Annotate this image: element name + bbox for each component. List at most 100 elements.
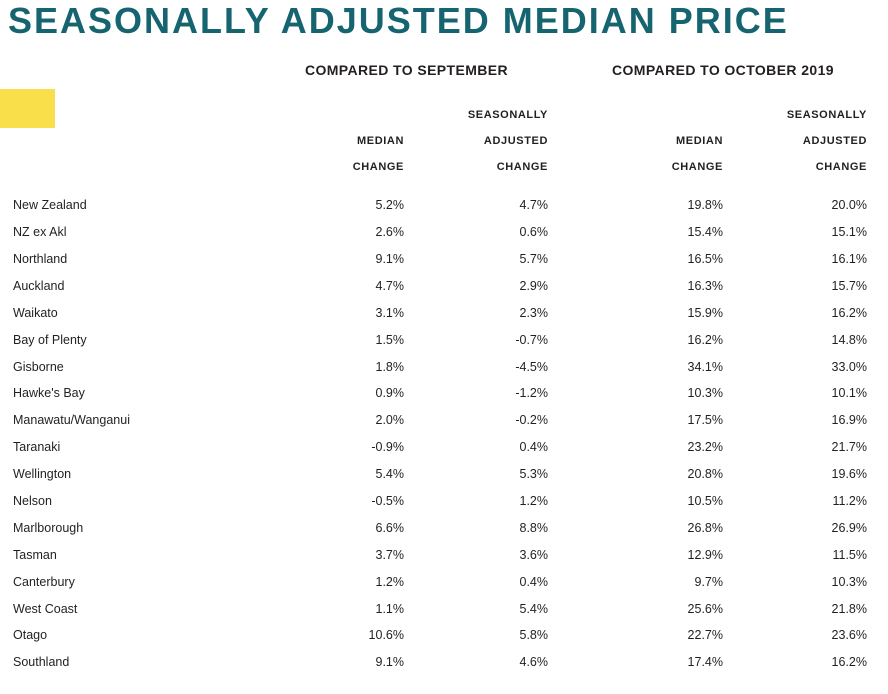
value-cell: 0.4% bbox=[519, 440, 549, 455]
region-label: Nelson bbox=[13, 493, 52, 508]
value-cell: 3.7% bbox=[375, 547, 405, 562]
table-row: Gisborne 1.8% -4.5% 34.1% 33.0% bbox=[13, 353, 880, 380]
column-header-seasonally-adjusted-change-oct: SEASONALLY ADJUSTED CHANGE bbox=[786, 109, 867, 173]
table-row: New Zealand 5.2% 4.7% 19.8% 20.0% bbox=[13, 192, 880, 219]
value-cell: 19.6% bbox=[831, 467, 867, 482]
value-cell: 16.2% bbox=[831, 655, 867, 670]
value-cell: 17.5% bbox=[687, 413, 723, 428]
value-cell: 10.5% bbox=[687, 493, 723, 508]
region-label: Manawatu/Wanganui bbox=[13, 413, 130, 428]
region-label: New Zealand bbox=[13, 198, 87, 213]
region-label: Wellington bbox=[13, 467, 72, 482]
region-label: Marlborough bbox=[13, 520, 84, 535]
value-cell: 2.6% bbox=[375, 225, 405, 240]
table-row: NZ ex Akl 2.6% 0.6% 15.4% 15.1% bbox=[13, 219, 880, 246]
region-label: Tasman bbox=[13, 547, 57, 562]
value-cell: 16.3% bbox=[687, 278, 723, 293]
value-cell: 20.8% bbox=[687, 467, 723, 482]
table-body: New Zealand 5.2% 4.7% 19.8% 20.0% NZ ex Akl 2.… bbox=[13, 192, 880, 676]
column-header-median-change-sept: MEDIAN CHANGE bbox=[352, 135, 404, 173]
table-row: Nelson -0.5% 1.2% 10.5% 11.2% bbox=[13, 488, 880, 515]
table-row: Waikato 3.1% 2.3% 15.9% 16.2% bbox=[13, 300, 880, 327]
value-cell: 2.9% bbox=[519, 278, 549, 293]
value-cell: -0.7% bbox=[515, 332, 548, 347]
value-cell: 3.6% bbox=[519, 547, 549, 562]
table-row: Manawatu/Wanganui 2.0% -0.2% 17.5% 16.9% bbox=[13, 407, 880, 434]
value-cell: -0.5% bbox=[371, 493, 404, 508]
value-cell: 10.3% bbox=[687, 386, 723, 401]
value-cell: -4.5% bbox=[515, 359, 548, 374]
table-row: Hawke's Bay 0.9% -1.2% 10.3% 10.1% bbox=[13, 380, 880, 407]
value-cell: 1.1% bbox=[375, 601, 405, 616]
region-label: Taranaki bbox=[13, 440, 61, 455]
value-cell: 0.6% bbox=[519, 225, 549, 240]
median-price-table: COMPARED TO SEPTEMBER COMPARED TO OCTOBE… bbox=[13, 58, 880, 676]
table-row: Bay of Plenty 1.5% -0.7% 16.2% 14.8% bbox=[13, 326, 880, 353]
value-cell: 16.2% bbox=[687, 332, 723, 347]
table-row: Wellington 5.4% 5.3% 20.8% 19.6% bbox=[13, 461, 880, 488]
value-cell: 2.0% bbox=[375, 413, 405, 428]
value-cell: 17.4% bbox=[687, 655, 723, 670]
table-row: Taranaki -0.9% 0.4% 23.2% 21.7% bbox=[13, 434, 880, 461]
table-row: Canterbury 1.2% 0.4% 9.7% 10.3% bbox=[13, 568, 880, 595]
value-cell: 16.9% bbox=[831, 413, 867, 428]
value-cell: 5.2% bbox=[375, 198, 405, 213]
column-header-seasonally-adjusted-change-sept: SEASONALLY ADJUSTED CHANGE bbox=[467, 109, 548, 173]
page-title: SEASONALLY ADJUSTED MEDIAN PRICE bbox=[8, 0, 789, 41]
region-label: Bay of Plenty bbox=[13, 332, 87, 347]
value-cell: 15.1% bbox=[831, 225, 867, 240]
region-label: Canterbury bbox=[13, 574, 75, 589]
value-cell: 5.7% bbox=[519, 251, 549, 266]
region-label: Otago bbox=[13, 628, 48, 643]
table-row: West Coast 1.1% 5.4% 25.6% 21.8% bbox=[13, 595, 880, 622]
region-label: West Coast bbox=[13, 601, 78, 616]
value-cell: 6.6% bbox=[375, 520, 405, 535]
value-cell: 15.7% bbox=[831, 278, 867, 293]
value-cell: 34.1% bbox=[687, 359, 723, 374]
region-label: Waikato bbox=[13, 305, 58, 320]
value-cell: 10.6% bbox=[368, 628, 404, 643]
column-header-row: MEDIAN CHANGE SEASONALLY ADJUSTED CHANGE… bbox=[13, 82, 880, 192]
value-cell: 10.3% bbox=[831, 574, 867, 589]
region-label: Hawke's Bay bbox=[13, 386, 85, 401]
value-cell: 9.1% bbox=[375, 251, 405, 266]
value-cell: 1.8% bbox=[375, 359, 405, 374]
table-row: Northland 9.1% 5.7% 16.5% 16.1% bbox=[13, 246, 880, 273]
value-cell: 16.5% bbox=[687, 251, 723, 266]
value-cell: 22.7% bbox=[687, 628, 723, 643]
value-cell: -0.2% bbox=[515, 413, 548, 428]
value-cell: 10.1% bbox=[831, 386, 867, 401]
region-label: Auckland bbox=[13, 278, 65, 293]
value-cell: 5.4% bbox=[519, 601, 549, 616]
value-cell: 5.4% bbox=[375, 467, 405, 482]
value-cell: 3.1% bbox=[375, 305, 405, 320]
value-cell: 4.6% bbox=[519, 655, 549, 670]
value-cell: 2.3% bbox=[519, 305, 549, 320]
value-cell: 8.8% bbox=[519, 520, 549, 535]
value-cell: 21.7% bbox=[831, 440, 867, 455]
value-cell: 1.2% bbox=[375, 574, 405, 589]
value-cell: 9.1% bbox=[375, 655, 405, 670]
value-cell: 9.7% bbox=[694, 574, 724, 589]
column-header-median-change-oct: MEDIAN CHANGE bbox=[671, 135, 723, 173]
value-cell: 5.8% bbox=[519, 628, 549, 643]
value-cell: 25.6% bbox=[687, 601, 723, 616]
value-cell: 14.8% bbox=[831, 332, 867, 347]
region-label: Gisborne bbox=[13, 359, 64, 374]
value-cell: 1.5% bbox=[375, 332, 405, 347]
value-cell: 19.8% bbox=[687, 198, 723, 213]
value-cell: 15.9% bbox=[687, 305, 723, 320]
region-label: NZ ex Akl bbox=[13, 225, 67, 240]
region-label: Northland bbox=[13, 251, 68, 266]
value-cell: 16.1% bbox=[831, 251, 867, 266]
value-cell: 11.2% bbox=[832, 493, 867, 508]
table-row: Marlborough 6.6% 8.8% 26.8% 26.9% bbox=[13, 515, 880, 542]
value-cell: -0.9% bbox=[371, 440, 404, 455]
value-cell: -1.2% bbox=[515, 386, 548, 401]
group-header-row: COMPARED TO SEPTEMBER COMPARED TO OCTOBE… bbox=[13, 58, 880, 82]
region-label: Southland bbox=[13, 655, 70, 670]
group-header-compared-to-october-2019: COMPARED TO OCTOBER 2019 bbox=[612, 62, 834, 78]
value-cell: 16.2% bbox=[831, 305, 867, 320]
value-cell: 11.5% bbox=[832, 547, 867, 562]
